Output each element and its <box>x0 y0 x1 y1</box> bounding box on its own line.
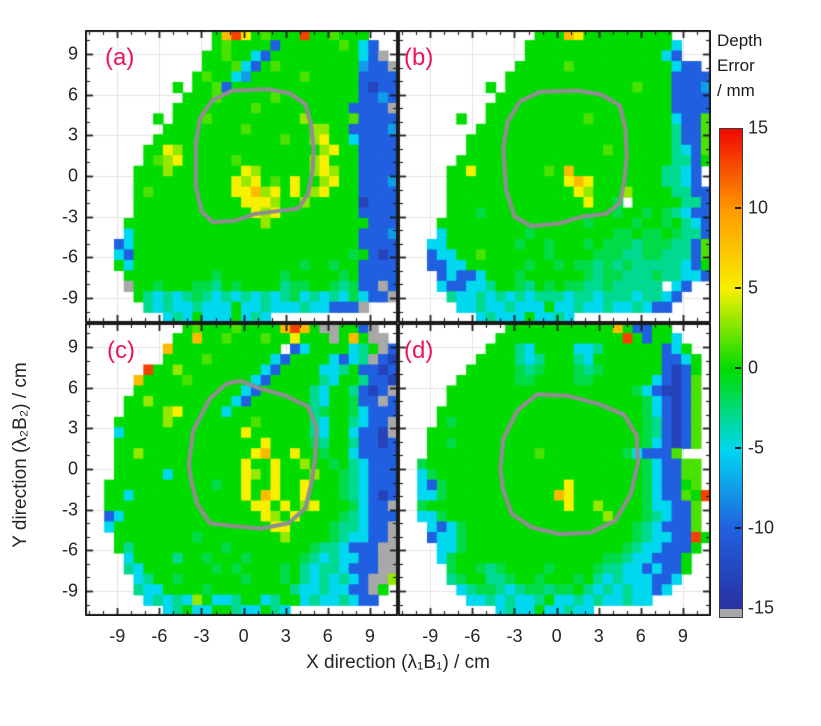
panel-label-a: (a) <box>105 44 135 71</box>
x-tick-label: 6 <box>635 626 646 646</box>
colorbar-tick-label: -15 <box>748 597 775 618</box>
heatmap-canvas-c <box>85 323 398 616</box>
y-tick-label: 3 <box>67 417 78 438</box>
x-tick-label: 0 <box>551 626 562 646</box>
x-tick-label: 9 <box>677 626 688 646</box>
x-tick-label: -3 <box>193 626 210 646</box>
y-tick-label: -9 <box>61 580 78 601</box>
colorbar-gradient <box>720 129 742 609</box>
y-tick-label: 6 <box>67 84 78 105</box>
x-tick-label: 0 <box>238 626 249 646</box>
y-axis-label: Y direction (λ₂B₂) / cm <box>10 362 31 548</box>
panel-label-d: (d) <box>404 337 434 364</box>
y-tick-label: -3 <box>61 206 78 227</box>
x-tick-label: 3 <box>280 626 291 646</box>
colorbar-title: Depth Error / mm <box>717 28 762 103</box>
colorbar-title-line-1: Depth <box>717 31 763 50</box>
y-tick-label: -6 <box>61 539 78 560</box>
heatmap-panel-c: (c) <box>85 323 398 616</box>
panel-label-b: (b) <box>404 44 434 71</box>
colorbar-tick-mark <box>735 287 741 289</box>
colorbar-tick-mark <box>735 207 741 209</box>
heatmap-panel-d: (d) <box>398 323 711 616</box>
colorbar-tick-label: 10 <box>748 197 769 218</box>
x-tick-label: 3 <box>593 626 604 646</box>
y-tick-label: 3 <box>67 124 78 145</box>
x-tick-label: -9 <box>422 626 439 646</box>
heatmap-canvas-d <box>398 323 711 616</box>
heatmap-panel-b: (b) <box>398 30 711 323</box>
y-tick-label: -3 <box>61 499 78 520</box>
colorbar-tick-label: 5 <box>748 277 759 298</box>
heatmap-panel-a: (a) <box>85 30 398 323</box>
heatmap-canvas-a <box>85 30 398 323</box>
colorbar-tick-label: -10 <box>748 517 775 538</box>
x-tick-label: 6 <box>322 626 333 646</box>
colorbar-title-line-2: Error <box>717 56 755 75</box>
colorbar-tick-mark <box>735 447 741 449</box>
y-tick-label: -9 <box>61 287 78 308</box>
y-tick-label: 0 <box>67 458 78 479</box>
x-tick-label: 9 <box>364 626 375 646</box>
colorbar-out-of-range-cap <box>720 609 742 617</box>
colorbar-title-line-3: / mm <box>717 81 755 100</box>
y-tick-label: 9 <box>67 336 78 357</box>
colorbar-tick-label: -5 <box>748 437 765 458</box>
x-axis-label: X direction (λ₁B₁) / cm <box>306 652 490 673</box>
heatmap-canvas-b <box>398 30 711 323</box>
x-tick-label: -6 <box>151 626 168 646</box>
colorbar-tick-mark <box>735 527 741 529</box>
colorbar-tick-label: 15 <box>748 117 769 138</box>
colorbar <box>719 128 743 618</box>
y-tick-label: -6 <box>61 246 78 267</box>
y-tick-label: 6 <box>67 377 78 398</box>
panel-label-c: (c) <box>107 337 135 364</box>
x-tick-label: -3 <box>506 626 523 646</box>
colorbar-tick-label: 0 <box>748 357 759 378</box>
y-tick-label: 0 <box>67 165 78 186</box>
x-tick-label: -9 <box>109 626 126 646</box>
x-tick-label: -6 <box>464 626 481 646</box>
colorbar-tick-mark <box>735 367 741 369</box>
y-tick-label: 9 <box>67 43 78 64</box>
